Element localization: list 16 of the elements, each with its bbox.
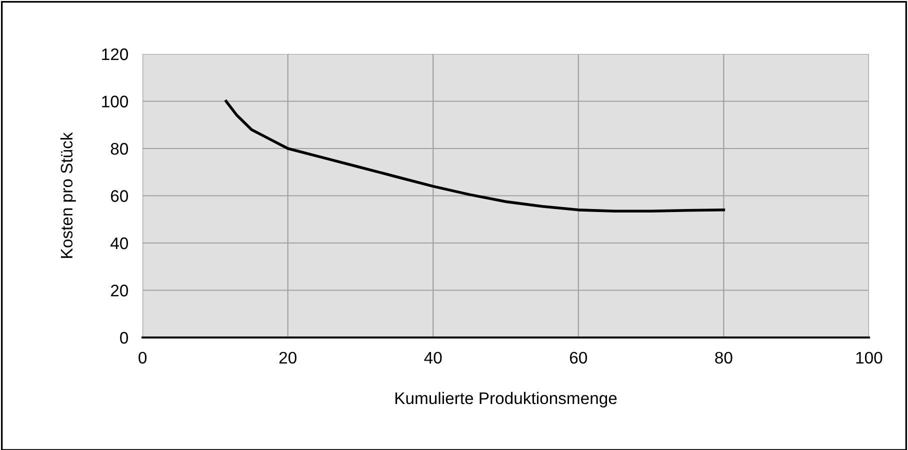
x-axis-title: Kumulierte Produktionsmenge [395,392,617,408]
line-series [224,100,726,212]
y-axis-title: Kosten pro Stück [60,132,76,258]
y-tick-label: 120 [102,48,128,60]
x-tick-label: 80 [715,352,732,364]
y-tick-label: 20 [110,284,128,296]
y-tick-label: 80 [110,142,128,155]
y-tick-label: 60 [110,190,128,202]
x-tick-label: 20 [279,352,296,364]
x-tick-label: 40 [424,352,442,364]
x-tick-label: 100 [856,352,882,364]
y-tick-label: 100 [102,96,128,108]
y-tick-label: 40 [110,237,128,250]
y-tick-label: 0 [120,332,128,344]
x-tick-label: 0 [138,352,147,364]
x-tick-label: 60 [570,352,588,364]
